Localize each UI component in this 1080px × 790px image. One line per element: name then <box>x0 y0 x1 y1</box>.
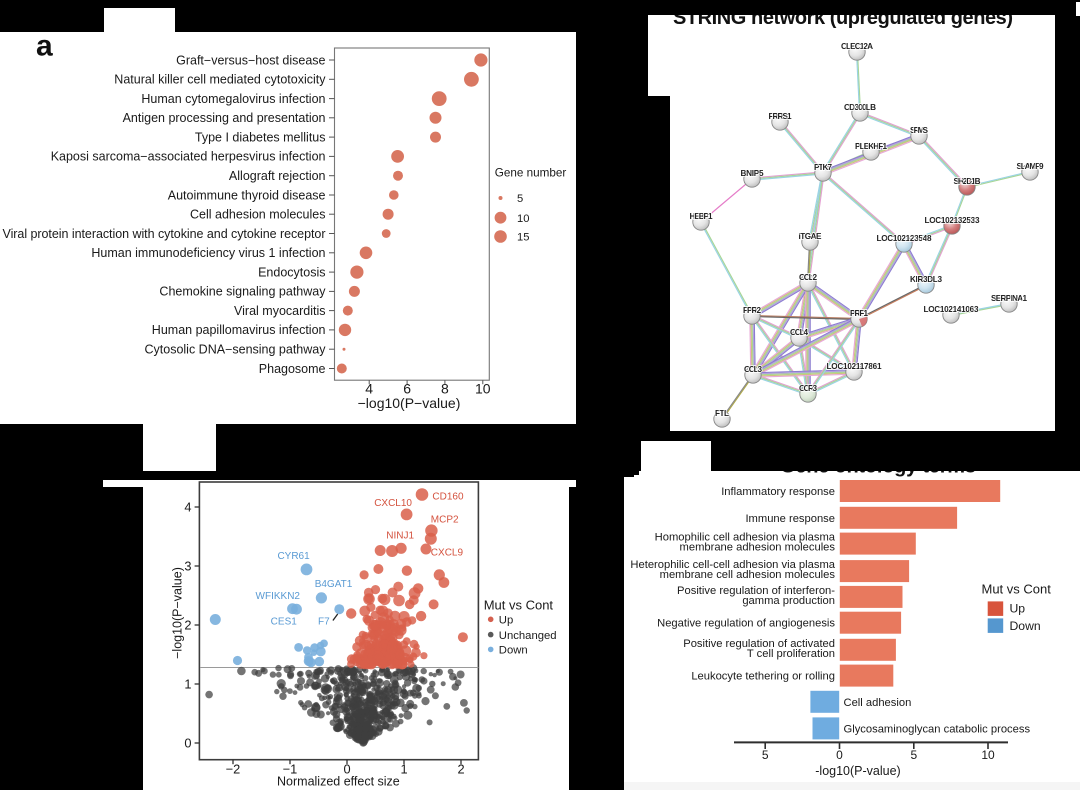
svg-text:PLEKHF1: PLEKHF1 <box>855 142 887 151</box>
svg-text:4: 4 <box>365 381 373 397</box>
svg-text:BNIP5: BNIP5 <box>741 169 764 178</box>
svg-text:SH2D1B: SH2D1B <box>954 177 981 186</box>
svg-text:LOC102141063: LOC102141063 <box>924 305 979 314</box>
svg-text:FRRS1: FRRS1 <box>769 112 792 121</box>
svg-text:5: 5 <box>517 193 523 205</box>
svg-text:Immune response: Immune response <box>745 513 835 525</box>
svg-text:Autoimmune thyroid disease: Autoimmune thyroid disease <box>168 188 326 202</box>
svg-text:−log10(P−value): −log10(P−value) <box>358 395 461 411</box>
svg-text:membrane cell adhesion molecul: membrane cell adhesion molecules <box>660 569 836 581</box>
svg-text:-log10(P-value): -log10(P-value) <box>815 764 900 778</box>
svg-text:−1: −1 <box>283 762 298 777</box>
svg-text:Endocytosis: Endocytosis <box>258 265 325 279</box>
svg-text:3: 3 <box>184 558 191 573</box>
svg-text:SRMS: SRMS <box>910 126 929 135</box>
svg-text:Unchanged: Unchanged <box>499 630 557 642</box>
svg-text:T cell proliferation: T cell proliferation <box>747 648 835 660</box>
svg-text:Natural killer cell mediated c: Natural killer cell mediated cytotoxicit… <box>114 73 326 87</box>
svg-text:Graft−versus−host disease: Graft−versus−host disease <box>176 53 325 67</box>
svg-text:WFIKKN2: WFIKKN2 <box>256 591 301 602</box>
svg-text:KIR3DL3: KIR3DL3 <box>910 275 942 284</box>
svg-text:CXCL10: CXCL10 <box>374 498 412 509</box>
svg-text:CYR61: CYR61 <box>277 551 310 562</box>
svg-text:Heterophilic cell-cell adhesio: Heterophilic cell-cell adhesion via plas… <box>630 559 835 571</box>
svg-text:Positive regulation of interfe: Positive regulation of interferon- <box>677 585 835 597</box>
svg-text:5: 5 <box>762 748 769 762</box>
svg-text:1: 1 <box>184 676 191 691</box>
svg-text:Cell adhesion: Cell adhesion <box>844 697 912 709</box>
svg-text:Down: Down <box>1010 619 1041 633</box>
svg-text:0: 0 <box>343 762 350 777</box>
svg-text:15: 15 <box>517 232 529 244</box>
svg-text:Mut vs Cont: Mut vs Cont <box>982 581 1052 596</box>
svg-text:1: 1 <box>400 762 407 777</box>
svg-text:MCP2: MCP2 <box>431 515 459 526</box>
svg-text:FTL: FTL <box>715 409 729 418</box>
svg-text:Viral protein interaction with: Viral protein interaction with cytokine … <box>3 227 326 241</box>
svg-text:SERPINA1: SERPINA1 <box>991 294 1027 303</box>
svg-text:Mut vs Cont: Mut vs Cont <box>484 598 554 613</box>
svg-text:membrane adhesion molecules: membrane adhesion molecules <box>680 542 836 554</box>
svg-text:FPR2: FPR2 <box>743 306 761 315</box>
svg-text:Negative regulation of angioge: Negative regulation of angiogenesis <box>657 618 835 630</box>
svg-text:CCL3: CCL3 <box>744 365 762 374</box>
svg-text:10: 10 <box>475 381 491 397</box>
svg-text:Type I diabetes mellitus: Type I diabetes mellitus <box>195 130 326 144</box>
svg-text:B4GAT1: B4GAT1 <box>315 579 353 590</box>
svg-text:PRF1: PRF1 <box>850 309 868 318</box>
svg-text:Gene number: Gene number <box>495 167 567 180</box>
svg-text:Allograft rejection: Allograft rejection <box>229 169 326 183</box>
svg-text:6: 6 <box>403 381 411 397</box>
svg-text:Antigen processing and present: Antigen processing and presentation <box>123 111 326 125</box>
svg-text:LOC102117861: LOC102117861 <box>827 362 882 371</box>
svg-text:Human papillomavirus infection: Human papillomavirus infection <box>152 323 326 337</box>
svg-text:4: 4 <box>184 499 191 514</box>
svg-text:Human immunodeficiency virus 1: Human immunodeficiency virus 1 infection <box>91 246 325 260</box>
svg-text:10: 10 <box>981 748 995 762</box>
svg-text:CXCL9: CXCL9 <box>431 547 464 558</box>
svg-text:Phagosome: Phagosome <box>259 362 326 376</box>
svg-text:CES1: CES1 <box>271 616 298 627</box>
svg-text:Kaposi sarcoma−associated herp: Kaposi sarcoma−associated herpesvirus in… <box>51 150 326 164</box>
svg-text:Glycosaminoglycan catabolic pr: Glycosaminoglycan catabolic process <box>844 723 1031 735</box>
svg-text:−log10(P−value): −log10(P−value) <box>171 567 185 659</box>
svg-text:HEBP1: HEBP1 <box>690 212 713 221</box>
svg-text:CCR3: CCR3 <box>799 384 817 393</box>
svg-text:Inflammatory response: Inflammatory response <box>721 486 835 498</box>
svg-text:ITGAE: ITGAE <box>799 232 823 241</box>
svg-text:CCL2: CCL2 <box>799 273 817 282</box>
svg-text:LOC102132533: LOC102132533 <box>925 216 980 225</box>
svg-text:0: 0 <box>184 735 191 750</box>
svg-text:Down: Down <box>499 645 528 657</box>
svg-text:a: a <box>36 30 53 63</box>
svg-text:Leukocyte tethering or rolling: Leukocyte tethering or rolling <box>691 671 835 683</box>
svg-text:Cytosolic DNA−sensing pathway: Cytosolic DNA−sensing pathway <box>145 343 327 357</box>
svg-text:F7: F7 <box>318 616 330 627</box>
svg-text:CD300LB: CD300LB <box>844 103 876 112</box>
svg-text:Normalized effect size: Normalized effect size <box>277 775 400 789</box>
svg-text:Up: Up <box>1010 602 1026 616</box>
svg-text:NINJ1: NINJ1 <box>386 531 414 542</box>
svg-text:CD160: CD160 <box>432 491 464 502</box>
svg-text:Cell adhesion molecules: Cell adhesion molecules <box>190 208 326 222</box>
svg-text:10: 10 <box>517 213 529 225</box>
svg-text:Up: Up <box>499 615 513 627</box>
svg-text:CCL4: CCL4 <box>790 328 808 337</box>
svg-text:Homophilic cell adhesion via p: Homophilic cell adhesion via plasma <box>655 532 836 544</box>
svg-text:5: 5 <box>910 748 917 762</box>
svg-text:2: 2 <box>184 617 191 632</box>
svg-text:gamma production: gamma production <box>742 595 835 607</box>
svg-text:Viral myocarditis: Viral myocarditis <box>234 304 325 318</box>
svg-text:8: 8 <box>441 381 449 397</box>
svg-text:0: 0 <box>836 748 843 762</box>
svg-text:PTK7: PTK7 <box>814 163 832 172</box>
svg-text:SLAMF9: SLAMF9 <box>1017 162 1044 171</box>
svg-text:LOC102123548: LOC102123548 <box>877 234 932 243</box>
svg-text:2: 2 <box>457 762 464 777</box>
svg-text:Human cytomegalovirus infectio: Human cytomegalovirus infection <box>141 92 325 106</box>
svg-text:Positive regulation of activat: Positive regulation of activated <box>683 638 835 650</box>
svg-text:Chemokine signaling pathway: Chemokine signaling pathway <box>159 285 326 299</box>
svg-text:CLEC12A: CLEC12A <box>841 42 873 51</box>
svg-text:−2: −2 <box>226 762 241 777</box>
